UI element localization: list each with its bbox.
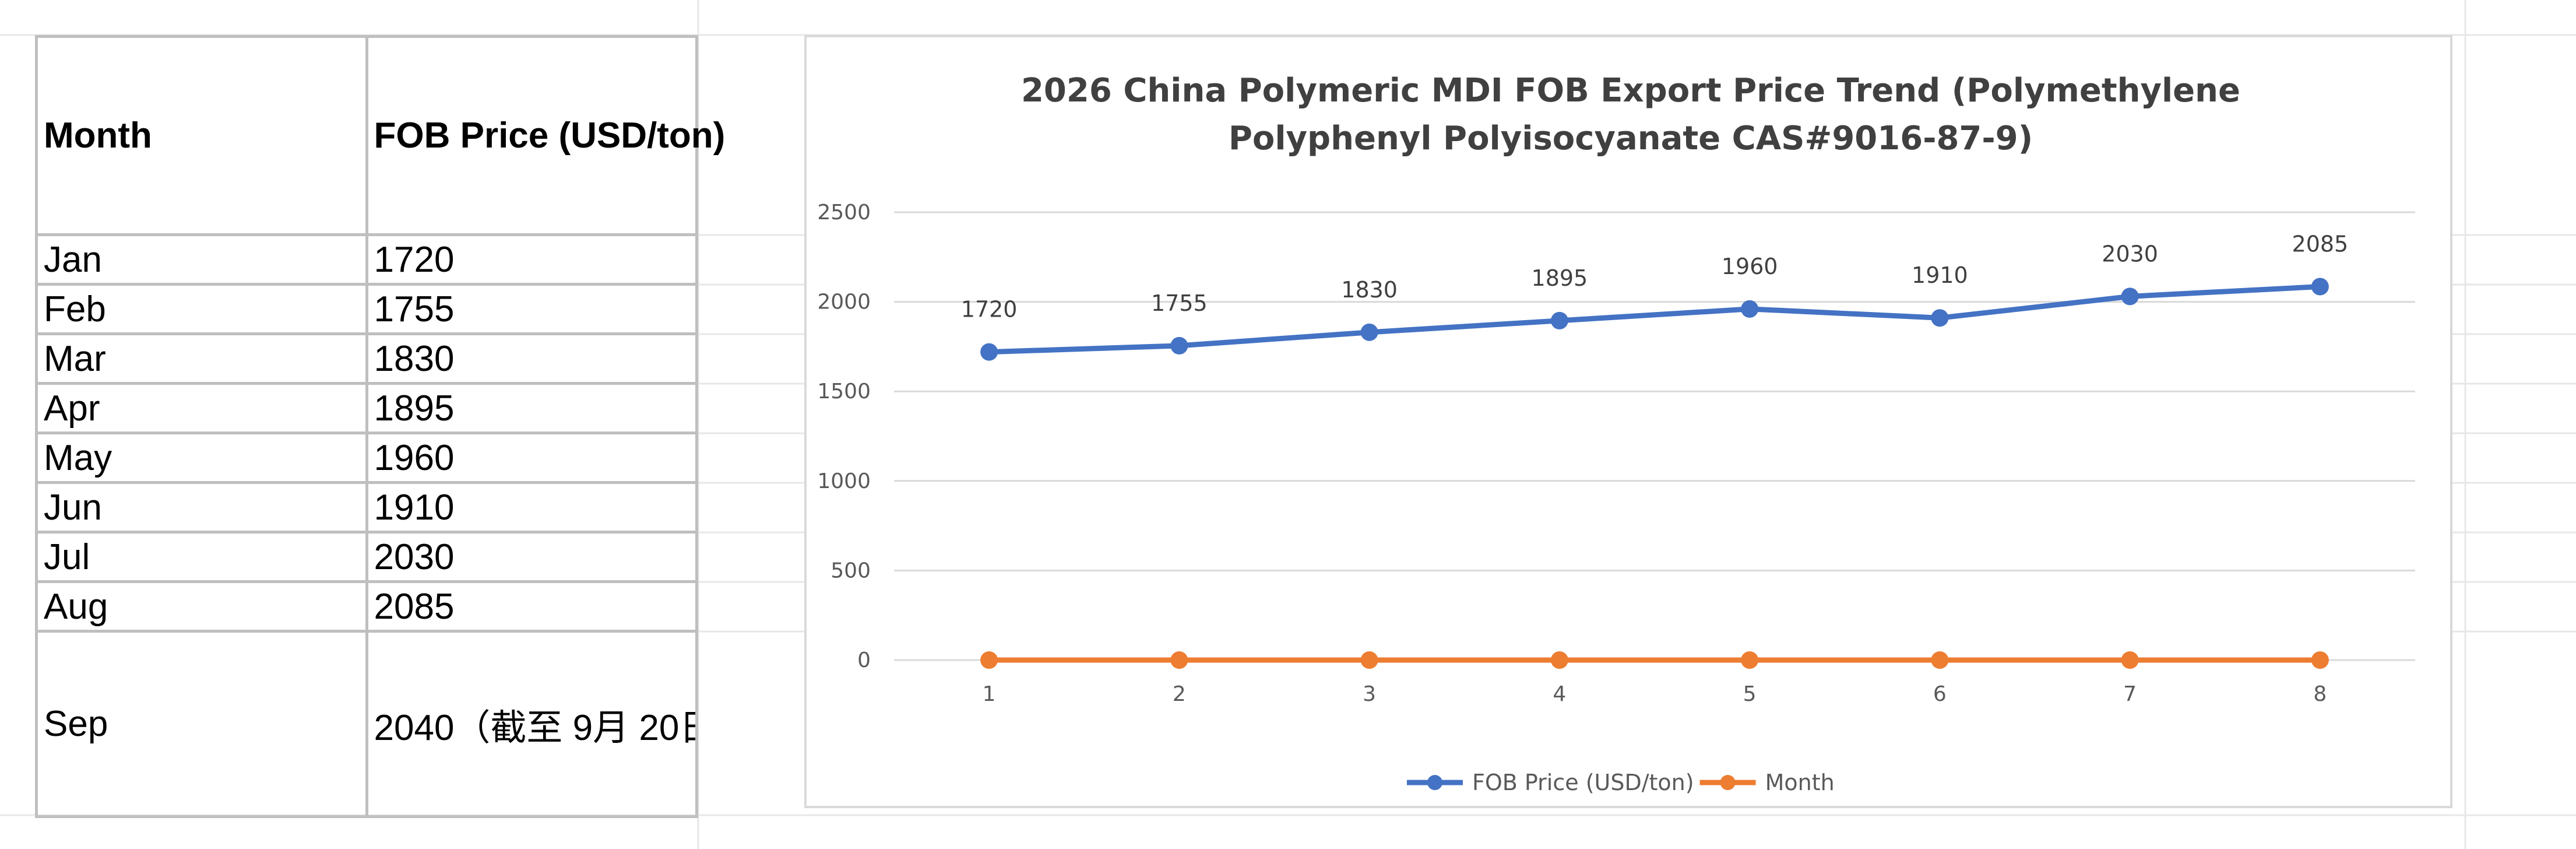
data-point[interactable] xyxy=(2121,651,2139,669)
x-tick-label: 8 xyxy=(2313,682,2327,706)
cell-price[interactable]: 1720 xyxy=(365,233,698,286)
x-tick-label: 6 xyxy=(1933,682,1947,706)
data-point[interactable] xyxy=(980,343,998,361)
table-header-row: Month FOB Price (USD/ton) xyxy=(35,35,725,236)
cell-price[interactable]: 2030 xyxy=(365,531,698,583)
data-point[interactable] xyxy=(1550,311,1568,329)
cell-month[interactable]: Feb xyxy=(35,283,368,335)
cell-month[interactable]: May xyxy=(35,431,368,484)
table-row: Apr 1895 xyxy=(35,382,698,434)
cell-month[interactable]: Jun xyxy=(35,481,368,534)
table-row: Jul 2030 xyxy=(35,531,698,583)
table-row: May 1960 xyxy=(35,431,698,484)
cell-month[interactable]: Sep xyxy=(35,630,368,818)
cell-month[interactable]: Apr xyxy=(35,382,368,434)
header-month[interactable]: Month xyxy=(35,35,368,236)
y-tick-label: 2000 xyxy=(817,290,871,314)
y-tick-label: 2500 xyxy=(817,201,871,224)
x-tick-label: 1 xyxy=(983,682,996,706)
legend-entry-label[interactable]: FOB Price (USD/ton) xyxy=(1472,770,1694,795)
table-row: Feb 1755 xyxy=(35,283,698,335)
cell-price[interactable]: 1830 xyxy=(365,332,698,385)
series-line-fob-price[interactable] xyxy=(986,283,2323,355)
data-point[interactable] xyxy=(1550,651,1568,669)
cell-month[interactable]: Mar xyxy=(35,332,368,385)
data-label: 1720 xyxy=(961,297,1018,322)
data-label: 1960 xyxy=(1722,254,1778,279)
data-point[interactable] xyxy=(1741,300,1759,318)
x-tick-label: 5 xyxy=(1743,682,1757,706)
data-point[interactable] xyxy=(1360,651,1378,669)
cell-price[interactable]: 1895 xyxy=(365,382,698,434)
cell-price[interactable]: 2085 xyxy=(365,580,698,633)
y-axis-ticks: 0 500 1000 1500 2000 2500 xyxy=(817,201,871,672)
data-point[interactable] xyxy=(2121,287,2139,306)
cell-price[interactable]: 1910 xyxy=(365,481,698,534)
legend-marker xyxy=(1427,775,1442,790)
table-row: Mar 1830 xyxy=(35,332,698,385)
x-tick-label: 4 xyxy=(1553,682,1566,706)
legend: FOB Price (USD/ton) Month xyxy=(1407,770,1835,795)
data-point[interactable] xyxy=(1360,323,1378,341)
data-label: 2030 xyxy=(2102,241,2158,266)
cell-price[interactable]: 1755 xyxy=(365,283,698,335)
legend-entry-label[interactable]: Month xyxy=(1765,770,1835,795)
table-row: Sep 2040（截至 9月 20日） xyxy=(35,630,698,818)
data-point[interactable] xyxy=(1741,651,1759,669)
table-row: Jun 1910 xyxy=(35,481,698,534)
x-tick-label: 3 xyxy=(1363,682,1376,706)
data-point[interactable] xyxy=(1170,336,1188,355)
table-row: Aug 2085 xyxy=(35,580,698,633)
x-tick-label: 2 xyxy=(1173,682,1186,706)
data-label: 1755 xyxy=(1151,290,1208,316)
data-label: 2085 xyxy=(2292,231,2349,257)
line-chart[interactable]: 2026 China Polymeric MDI FOB Export Pric… xyxy=(804,35,2452,808)
legend-marker xyxy=(1720,775,1736,790)
data-point[interactable] xyxy=(1170,651,1188,669)
data-label: 1910 xyxy=(1912,262,1968,288)
chart-title-line-2: Polyphenyl Polyisocyanate CAS#9016-87-9) xyxy=(1229,120,2033,157)
cell-price[interactable]: 1960 xyxy=(365,431,698,484)
x-axis-ticks: 1 2 3 4 5 6 7 8 xyxy=(983,682,2327,706)
gridlines xyxy=(894,211,2415,661)
y-tick-label: 500 xyxy=(830,559,871,583)
y-tick-label: 1000 xyxy=(817,469,871,493)
data-label: 1830 xyxy=(1341,277,1398,303)
cell-month[interactable]: Jul xyxy=(35,531,368,583)
data-point[interactable] xyxy=(1931,309,1949,327)
data-point[interactable] xyxy=(2311,278,2329,296)
price-table: Month FOB Price (USD/ton) Jan 1720 Feb 1… xyxy=(35,35,725,818)
table-row: Jan 1720 xyxy=(35,233,698,286)
x-tick-label: 7 xyxy=(2123,682,2137,706)
cell-price[interactable]: 2040（截至 9月 20日） xyxy=(365,630,698,818)
data-label: 1895 xyxy=(1532,265,1588,291)
cell-month[interactable]: Jan xyxy=(35,233,368,286)
series-group: 1720 1755 1830 1895 1960 1910 2030 2085 xyxy=(961,231,2348,669)
data-point[interactable] xyxy=(980,651,998,669)
y-tick-label: 0 xyxy=(857,648,871,672)
chart-title-line-1: 2026 China Polymeric MDI FOB Export Pric… xyxy=(1021,72,2240,110)
data-point[interactable] xyxy=(2311,651,2329,669)
header-fob-price[interactable]: FOB Price (USD/ton) xyxy=(365,35,725,236)
data-point[interactable] xyxy=(1931,651,1949,669)
cell-month[interactable]: Aug xyxy=(35,580,368,633)
chart-canvas: 2026 China Polymeric MDI FOB Export Pric… xyxy=(817,72,2415,795)
y-tick-label: 1500 xyxy=(817,380,871,404)
